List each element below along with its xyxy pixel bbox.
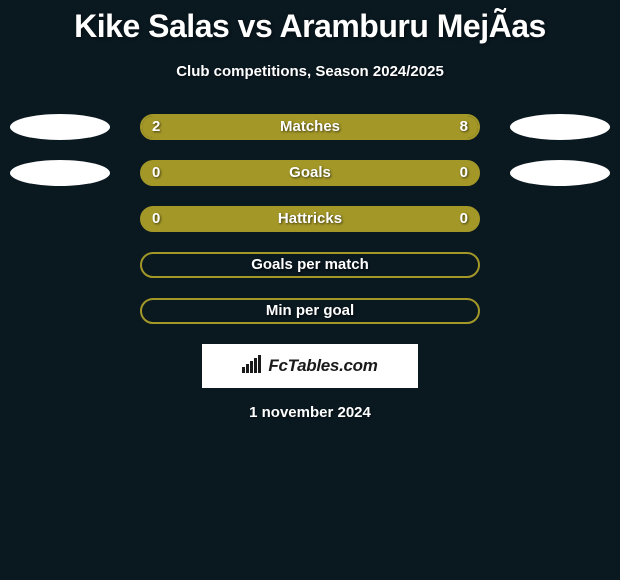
stat-row: 00Goals bbox=[0, 160, 620, 186]
stat-metric-label: Matches bbox=[140, 114, 480, 140]
brand-text: FcTables.com bbox=[268, 356, 377, 376]
brand-box: FcTables.com bbox=[202, 344, 418, 388]
stat-bar: Goals per match bbox=[140, 252, 480, 278]
date-label: 1 november 2024 bbox=[0, 404, 620, 421]
stat-row: 00Hattricks bbox=[0, 206, 620, 232]
chart-bars-icon bbox=[242, 355, 264, 378]
stat-metric-label: Hattricks bbox=[140, 206, 480, 232]
stat-metric-label: Goals per match bbox=[140, 252, 480, 278]
stat-row: Min per goal bbox=[0, 298, 620, 324]
stat-row: 28Matches bbox=[0, 114, 620, 140]
stat-bar: 28Matches bbox=[140, 114, 480, 140]
team-logo-left bbox=[10, 114, 110, 140]
stat-metric-label: Min per goal bbox=[140, 298, 480, 324]
stat-bar: 00Goals bbox=[140, 160, 480, 186]
stat-bar: 00Hattricks bbox=[140, 206, 480, 232]
team-logo-right bbox=[510, 114, 610, 140]
stat-row: Goals per match bbox=[0, 252, 620, 278]
page-subtitle: Club competitions, Season 2024/2025 bbox=[0, 63, 620, 80]
stat-metric-label: Goals bbox=[140, 160, 480, 186]
page-title: Kike Salas vs Aramburu MejÃ­as bbox=[0, 0, 620, 45]
team-logo-right bbox=[510, 160, 610, 186]
team-logo-left bbox=[10, 160, 110, 186]
stats-rows: 28Matches 00Goals 00Hattricks Goals per mat… bbox=[0, 114, 620, 324]
stat-bar: Min per goal bbox=[140, 298, 480, 324]
